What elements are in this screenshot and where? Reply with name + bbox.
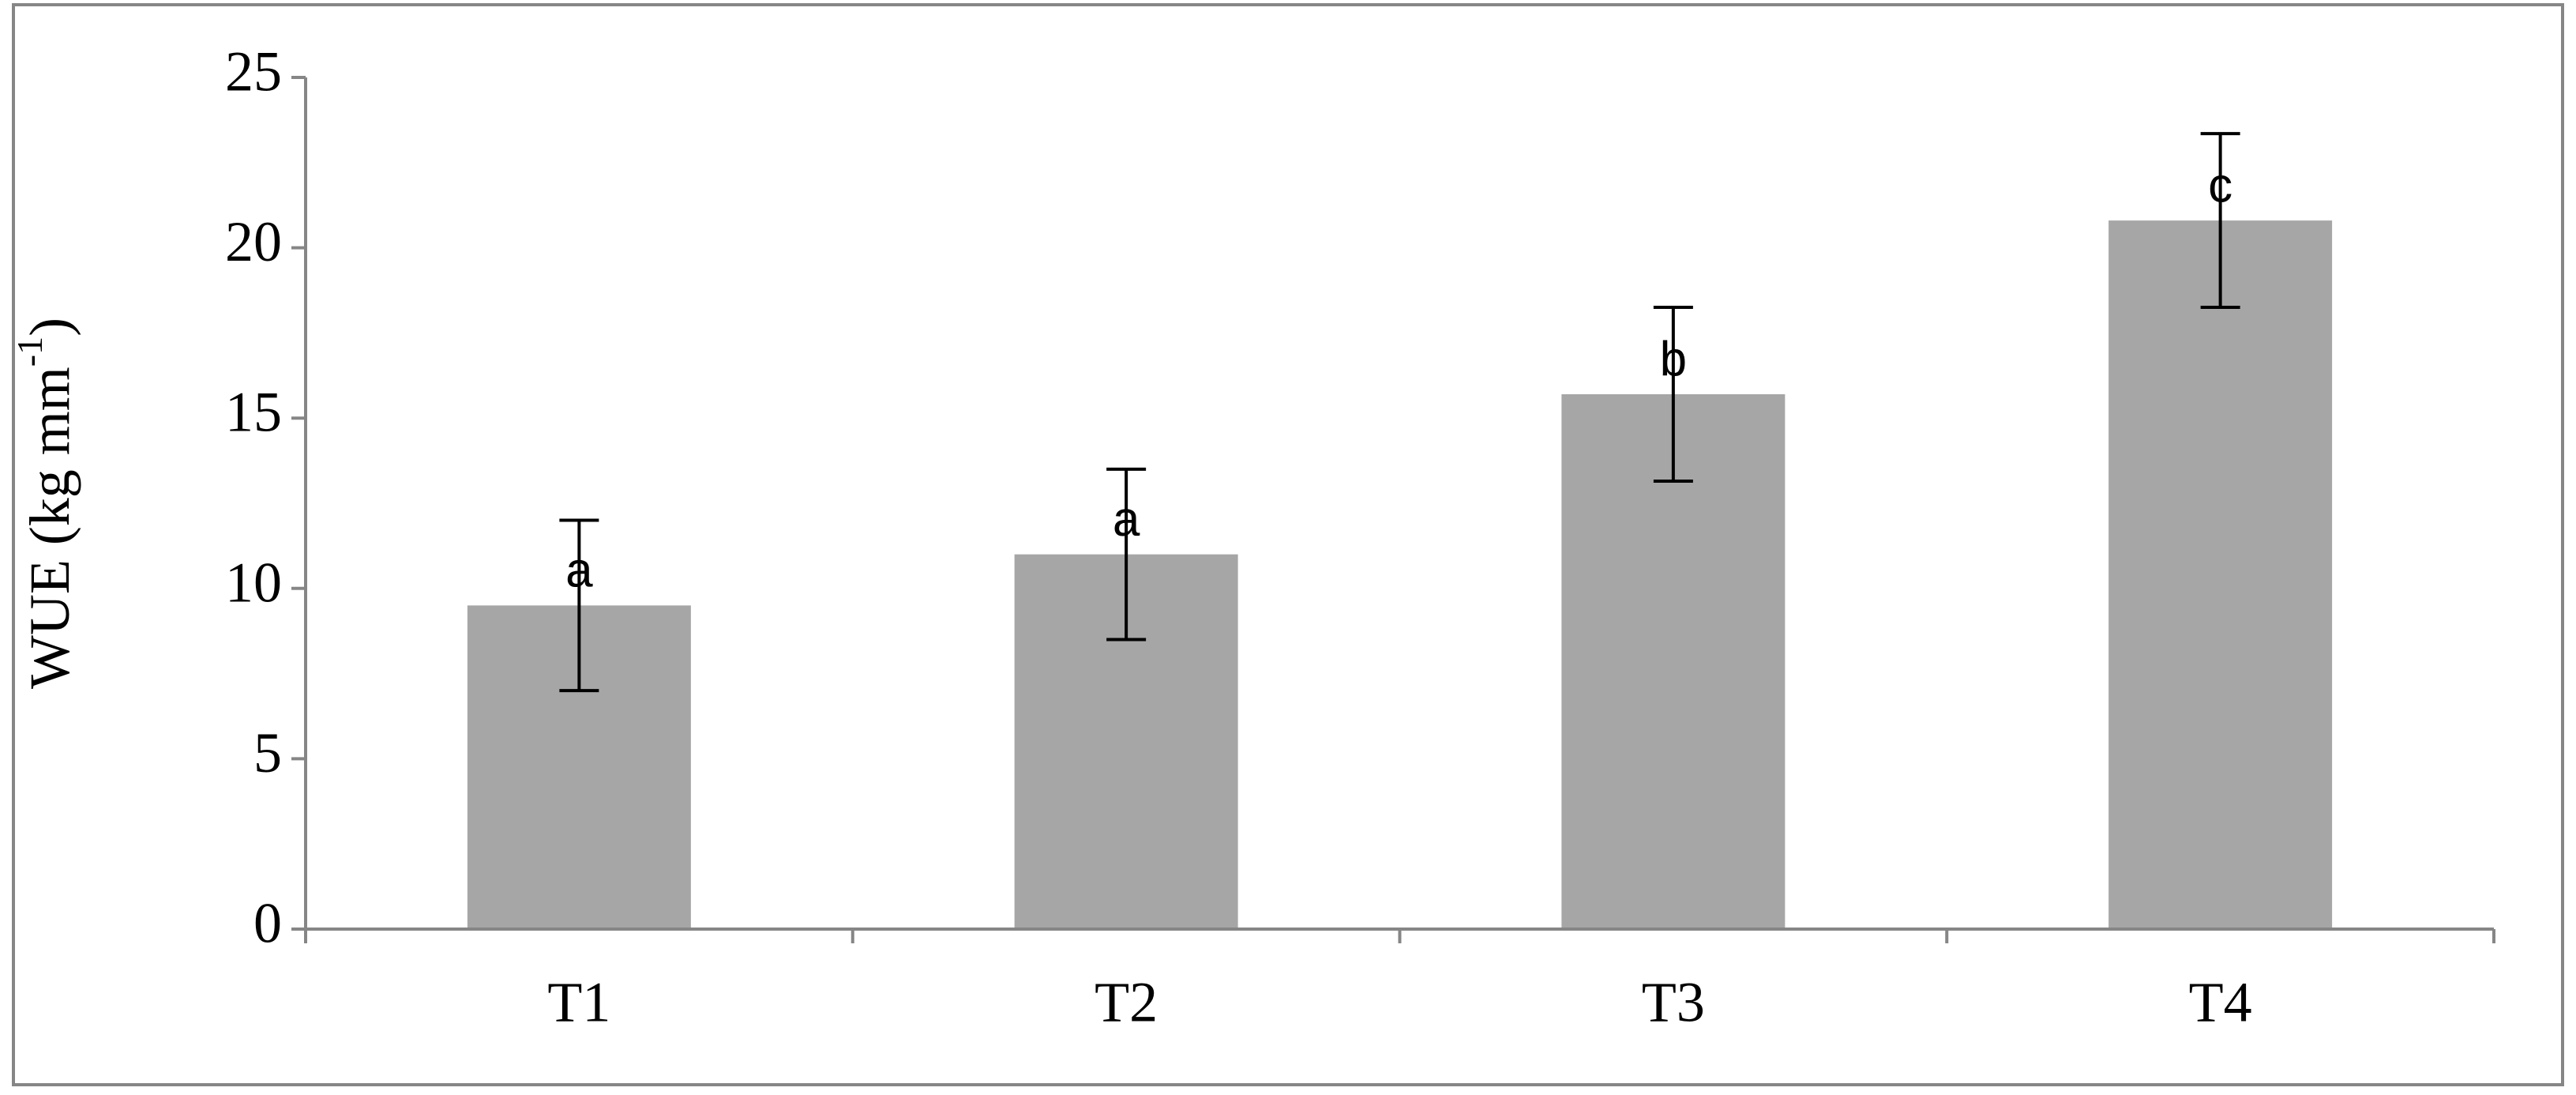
y-axis-label: WUE (kg mm-1) (9, 318, 81, 689)
y-label-sup: -1 (9, 337, 50, 367)
y-tick-label: 0 (253, 892, 282, 955)
x-tick-label: T2 (1095, 971, 1158, 1034)
y-tick-label: 15 (225, 381, 282, 444)
significance-letter: a (1113, 492, 1140, 547)
y-label-main: WUE (kg mm (18, 367, 81, 689)
y-tick-label: 10 (225, 551, 282, 614)
y-label-end: ) (18, 318, 81, 337)
significance-letter: b (1660, 332, 1687, 386)
y-tick-label: 5 (253, 721, 282, 785)
bar (1561, 394, 1786, 929)
x-tick-label: T3 (1642, 971, 1705, 1034)
x-tick-label: T4 (2189, 971, 2252, 1034)
significance-letter: c (2208, 158, 2232, 213)
significance-letter: a (565, 544, 593, 598)
bar (2108, 220, 2333, 929)
y-tick-label: 25 (225, 40, 282, 103)
y-tick-label: 20 (225, 210, 282, 273)
x-tick-label: T1 (547, 971, 610, 1034)
